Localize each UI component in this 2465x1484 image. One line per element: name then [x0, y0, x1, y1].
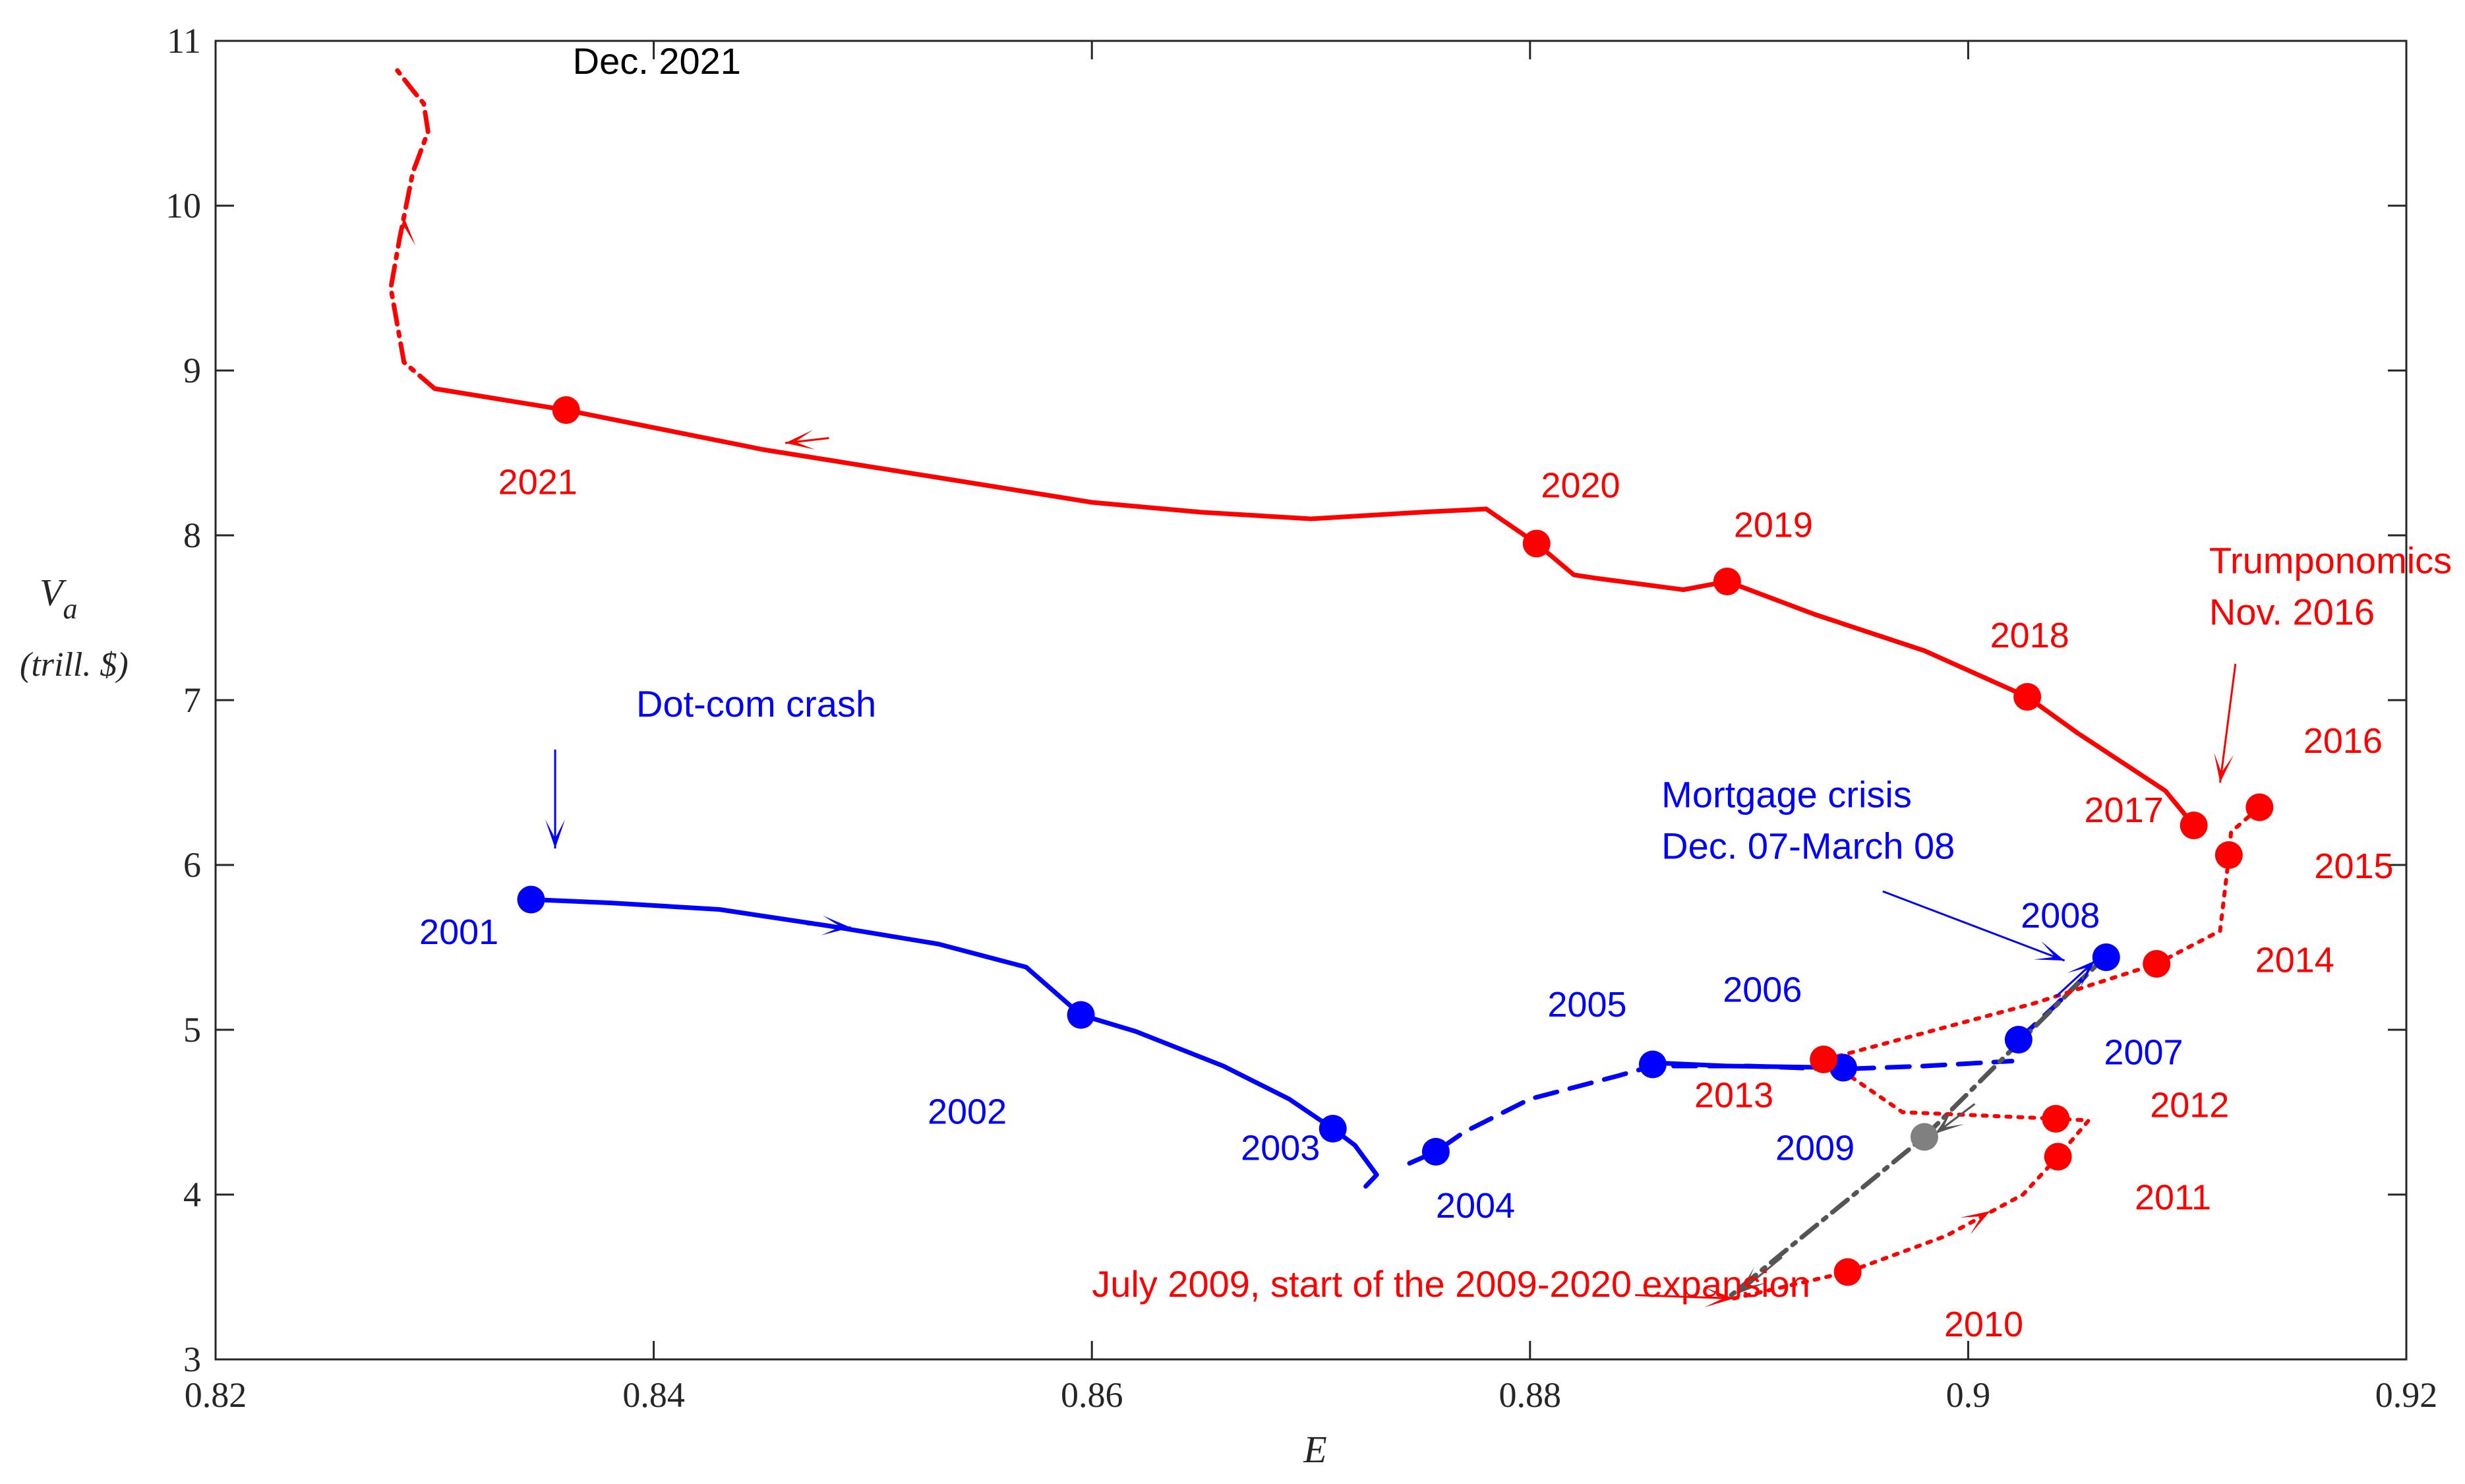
trump-arrow-shaft: [2219, 663, 2237, 783]
trump-arrow: [2214, 752, 2234, 783]
y-axis-label-sub: a: [63, 593, 77, 625]
year-label-2001: 2001: [419, 912, 498, 952]
year-label-2008: 2008: [2021, 896, 2100, 935]
year-label-2015: 2015: [2314, 846, 2393, 886]
x-tick-label: 0.88: [1499, 1375, 1562, 1415]
dotcom-label-line: Dot-com crash: [636, 683, 876, 725]
label-layer: 2001 2002 2003 2004 2005 2006 2007 2008 2009 2010…: [419, 40, 2452, 1344]
marker-2009: [1910, 1123, 1938, 1151]
x-tick-label: 0.9: [1946, 1375, 1991, 1415]
marker-2008: [2092, 943, 2120, 971]
mortgage-arrow: [2034, 941, 2065, 961]
dec2021-label: Dec. 2021: [573, 40, 741, 82]
marker-2001: [517, 885, 545, 914]
series-red-2009-2016: [1731, 805, 2262, 1301]
arrow-gray-2: [1738, 1267, 1767, 1293]
expansion-label: July 2009, start of the 2009-2020 expans…: [1092, 1263, 1810, 1305]
trump-label-line: Nov. 2016: [2209, 591, 2375, 633]
expansion-arrow-shaft: [1635, 1294, 1734, 1299]
y-axis-unit: (trill. $): [20, 646, 129, 684]
series-red-2017-2021: [432, 386, 2197, 828]
year-label-2004: 2004: [1436, 1186, 1515, 1226]
year-label-2017: 2017: [2085, 790, 2164, 830]
mortgage-arrow-shaft: [1882, 890, 2065, 962]
year-label-2005: 2005: [1547, 985, 1626, 1024]
year-label-2016: 2016: [2303, 721, 2383, 761]
marker-2018: [2013, 683, 2042, 711]
dotcom-label: Dot-com crash: [636, 683, 876, 725]
y-axis-label: Va: [40, 571, 77, 625]
year-label-2006: 2006: [1723, 970, 1802, 1010]
year-label-2003: 2003: [1241, 1129, 1320, 1168]
year-label-2020: 2020: [1541, 466, 1620, 506]
arrow-layer: [396, 217, 2237, 1308]
y-tick-label: 9: [183, 351, 201, 390]
year-label-2013: 2013: [1694, 1076, 1773, 1115]
expansion-label-line: July 2009, start of the 2009-2020 expans…: [1092, 1263, 1810, 1305]
marker-2021: [552, 396, 580, 424]
marker-2014: [2143, 950, 2171, 978]
arrow-blue-1: [821, 915, 851, 935]
y-tick-label: 3: [183, 1340, 201, 1379]
y-tick-label: 5: [183, 1010, 201, 1050]
x-tick-label: 0.82: [185, 1375, 247, 1415]
marker-2010: [1833, 1258, 1862, 1286]
arrow-gray-1: [1935, 1108, 1965, 1134]
y-tick-label: 4: [183, 1175, 201, 1214]
y-tick-label: 6: [183, 845, 201, 885]
marker-2011: [2044, 1143, 2072, 1171]
arrow-red-2010: [1960, 1211, 1990, 1235]
arrow-blue-2008: [2067, 961, 2096, 988]
year-label-2021: 2021: [498, 463, 578, 502]
mortgage-label-line: Mortgage crisis: [1661, 774, 1912, 816]
series-blue-2001-2004: [531, 897, 1379, 1189]
trump-label-line: Trumponomics: [2209, 540, 2452, 581]
year-label-2012: 2012: [2150, 1086, 2229, 1125]
marker-2017: [2180, 812, 2208, 839]
axis-ticks: 0.82 0.84 0.86 0.88 0.9 0.92 3 4 5 6 7 8 9 10 11: [165, 21, 2437, 1415]
y-tick-label: 11: [167, 21, 201, 61]
x-tick-label: 0.84: [622, 1375, 685, 1415]
series-blue-2006-solid: [1650, 1060, 1846, 1070]
year-label-2007: 2007: [2104, 1033, 2183, 1073]
marker-2004: [1421, 1138, 1450, 1166]
marker-2016: [2245, 793, 2274, 821]
dotcom-arrow: [545, 819, 566, 848]
y-axis-label-main: V: [40, 571, 67, 614]
marker-2012: [2042, 1105, 2070, 1133]
marker-2019: [1713, 568, 1741, 595]
marker-2020: [1522, 529, 1551, 558]
mortgage-label-line: Dec. 07-March 08: [1661, 825, 1955, 867]
series-red-2021-dec: [388, 68, 437, 391]
x-tick-label: 0.86: [1061, 1375, 1123, 1415]
y-tick-label: 8: [183, 516, 201, 555]
series-blue-2004-2007: [1407, 1059, 2015, 1166]
marker-2013: [1810, 1046, 1838, 1073]
x-axis-label: E: [1303, 1428, 1326, 1471]
arrow-red-2021: [785, 430, 816, 450]
year-label-2011: 2011: [2135, 1178, 2211, 1218]
marker-2002: [1067, 1001, 1095, 1029]
year-label-2009: 2009: [1775, 1129, 1855, 1168]
y-tick-label: 7: [183, 680, 201, 720]
marker-layer: [517, 396, 2274, 1286]
dec2021-label-line: Dec. 2021: [573, 40, 741, 82]
x-tick-label: 0.92: [2375, 1375, 2438, 1415]
year-label-2014: 2014: [2255, 941, 2334, 980]
year-label-2002: 2002: [928, 1092, 1007, 1132]
arrow-red-dec: [396, 217, 416, 247]
y-tick-label: 10: [165, 186, 201, 225]
year-label-2018: 2018: [1990, 616, 2069, 655]
mortgage-label: Mortgage crisis Dec. 07-March 08: [1661, 774, 1955, 867]
year-label-2010: 2010: [1944, 1305, 2023, 1344]
trump-label: Trumponomics Nov. 2016: [2209, 540, 2452, 633]
expansion-arrow: [1704, 1288, 1734, 1308]
marker-2003: [1319, 1115, 1347, 1143]
marker-2015: [2214, 841, 2243, 869]
marker-2007: [2004, 1026, 2033, 1054]
marker-2005: [1638, 1050, 1667, 1079]
year-label-2019: 2019: [1734, 506, 1813, 545]
